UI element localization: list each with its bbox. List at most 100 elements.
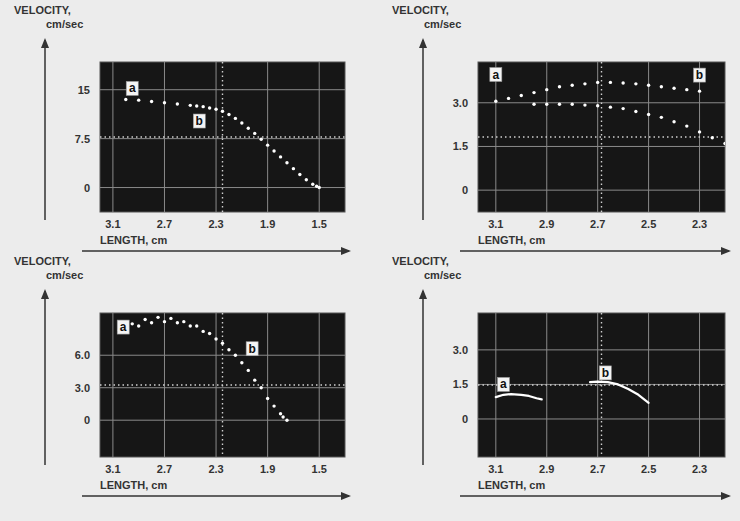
trace-dot xyxy=(195,104,198,107)
trace-dot xyxy=(647,113,650,116)
trace-dot xyxy=(272,149,275,152)
trace-dot xyxy=(214,108,217,111)
trace-dot xyxy=(318,186,321,189)
arrow-head xyxy=(341,247,351,255)
plot-area xyxy=(478,313,725,457)
grid-line xyxy=(216,62,217,212)
trace-dot xyxy=(596,81,599,84)
trace-dot xyxy=(532,103,535,106)
y-tick-label: 0 xyxy=(84,182,90,194)
y-tick-label: 1.5 xyxy=(453,140,468,152)
trace-dot xyxy=(189,324,192,327)
x-tick-label: 3.1 xyxy=(105,463,120,475)
trace-dot xyxy=(285,418,288,421)
trace-dot xyxy=(583,103,586,106)
trace-dot xyxy=(272,404,275,407)
x-tick-label: 1.9 xyxy=(260,218,275,230)
trace xyxy=(590,382,649,403)
x-tick-label: 1.5 xyxy=(312,218,327,230)
y-tick-label: 1.5 xyxy=(453,378,468,390)
arrow-head xyxy=(419,289,427,299)
trace-dot xyxy=(583,82,586,85)
trace-dot xyxy=(221,342,224,345)
trace-dot xyxy=(298,173,301,176)
trace-dot xyxy=(259,386,262,389)
annotation: b xyxy=(696,68,703,82)
x-tick-label: 2.3 xyxy=(692,463,707,475)
annotation-box xyxy=(126,81,138,95)
grid-line xyxy=(648,313,649,457)
trace-dot xyxy=(266,397,269,400)
annotation: a xyxy=(120,320,127,334)
trace-dot xyxy=(609,105,612,108)
trace-dot xyxy=(647,84,650,87)
y-axis-title-line: VELOCITY, xyxy=(14,255,71,267)
x-tick-label: 3.1 xyxy=(488,218,503,230)
trace-dot xyxy=(634,82,637,85)
trace-dot xyxy=(266,143,269,146)
annotation: b xyxy=(248,342,255,356)
plot-area xyxy=(100,313,345,457)
x-tick-label: 2.5 xyxy=(641,463,656,475)
data-layer xyxy=(494,81,725,146)
annotation: a xyxy=(492,68,499,82)
trace-dot xyxy=(279,412,282,415)
y-axis-arrow xyxy=(44,291,46,465)
trace-dot xyxy=(532,91,535,94)
x-axis-title: LENGTH, cm xyxy=(100,234,167,246)
trace-dot xyxy=(672,120,675,123)
y-tick-label: 0 xyxy=(462,184,468,196)
annotation-box xyxy=(246,342,258,356)
x-axis-arrow xyxy=(82,250,349,252)
x-tick-label: 3.1 xyxy=(105,218,120,230)
trace-dot xyxy=(621,107,624,110)
trace-dot xyxy=(558,103,561,106)
arrow-head xyxy=(721,247,731,255)
x-tick-label: 2.7 xyxy=(157,218,172,230)
trace-dot xyxy=(247,126,250,129)
trace-dot xyxy=(201,105,204,108)
trace-dot xyxy=(240,121,243,124)
trace-dot xyxy=(163,101,166,104)
x-axis-arrow xyxy=(460,250,729,252)
annotation: b xyxy=(196,114,203,128)
grid-line xyxy=(112,62,113,212)
y-axis-title-line: VELOCITY, xyxy=(14,4,71,16)
background xyxy=(0,0,740,521)
trace xyxy=(496,394,542,399)
trace-dot xyxy=(169,317,172,320)
x-axis-title: LENGTH, cm xyxy=(478,479,545,491)
x-tick-label: 2.3 xyxy=(692,218,707,230)
trace-dot xyxy=(596,104,599,107)
crosshair xyxy=(478,136,725,137)
y-axis-title-line: cm/sec xyxy=(424,269,461,281)
plot-area xyxy=(478,62,725,212)
grid-line xyxy=(112,313,113,457)
x-tick-label: 2.7 xyxy=(590,218,605,230)
x-tick-label: 2.5 xyxy=(641,218,656,230)
x-tick-label: 2.3 xyxy=(208,218,223,230)
trace-dot xyxy=(660,85,663,88)
trace-dot xyxy=(685,124,688,127)
trace-dot xyxy=(137,324,140,327)
trace-dot xyxy=(672,87,675,90)
trace-dot xyxy=(711,136,714,139)
annotation-box xyxy=(490,68,502,82)
grid-line xyxy=(100,387,345,388)
annotation-box xyxy=(497,377,509,391)
trace-dot xyxy=(247,369,250,372)
y-axis-arrow xyxy=(422,40,424,220)
crosshair xyxy=(478,384,725,385)
trace-dot xyxy=(292,167,295,170)
y-axis-title-line: cm/sec xyxy=(46,18,83,30)
crosshair xyxy=(601,62,602,212)
trace-dot xyxy=(545,103,548,106)
y-tick-label: 3.0 xyxy=(75,382,90,394)
crosshair xyxy=(601,313,602,457)
x-axis-title: LENGTH, cm xyxy=(478,234,545,246)
trace-dot xyxy=(259,138,262,141)
trace-dot xyxy=(494,100,497,103)
grid-line xyxy=(216,313,217,457)
trace-dot xyxy=(279,155,282,158)
trace-dot xyxy=(305,178,308,181)
